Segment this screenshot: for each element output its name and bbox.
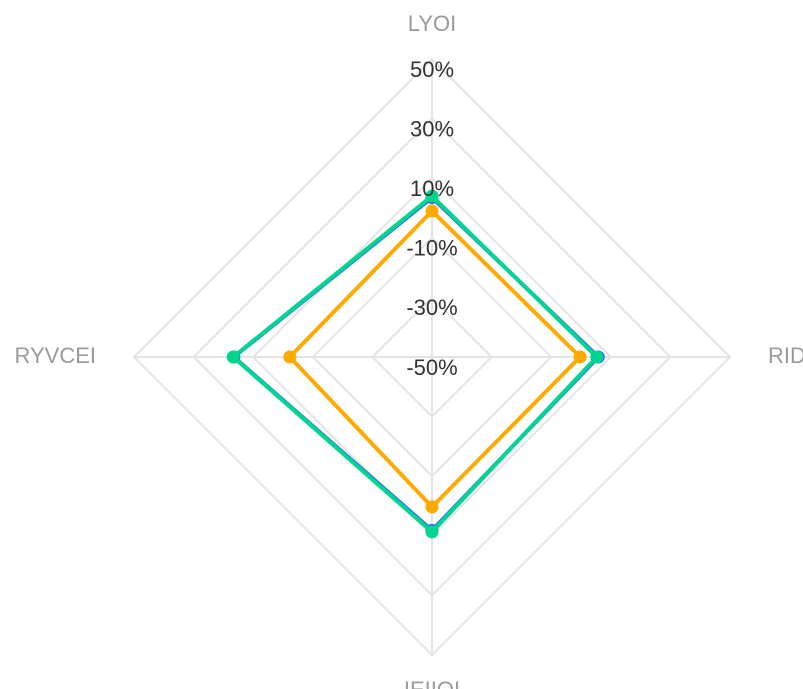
axis-label: LYOI <box>408 11 457 36</box>
grid-line <box>311 236 553 478</box>
grid-line <box>370 295 494 419</box>
axis-label: RID <box>768 343 803 368</box>
tick-label: -10% <box>406 236 457 261</box>
point <box>226 350 240 364</box>
tick-label: -30% <box>406 295 457 320</box>
point <box>590 350 604 364</box>
grid-line <box>192 117 672 597</box>
tick-label: 30% <box>410 116 454 141</box>
axis-label: IEIIOI <box>404 677 460 689</box>
point <box>425 189 439 203</box>
point <box>425 204 439 218</box>
tick-label: -50% <box>406 355 457 380</box>
tick-label: 50% <box>410 57 454 82</box>
point <box>573 350 587 364</box>
grid-line <box>132 57 732 657</box>
point <box>425 525 439 539</box>
point <box>425 500 439 514</box>
point <box>283 350 297 364</box>
tick-label: 10% <box>410 176 454 201</box>
axis-label: RYVCEI <box>14 343 96 368</box>
